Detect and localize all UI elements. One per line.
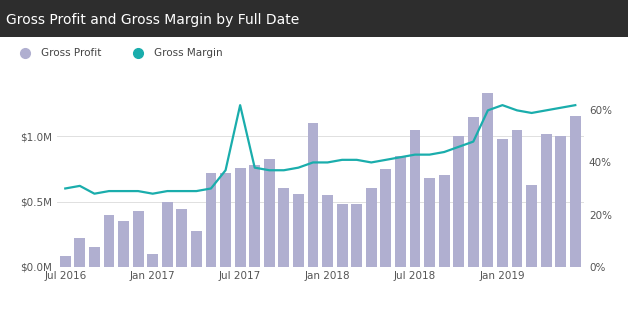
- Bar: [293, 194, 304, 267]
- Bar: [74, 238, 85, 267]
- Bar: [147, 254, 158, 267]
- Bar: [104, 215, 114, 267]
- Bar: [308, 123, 318, 267]
- Text: Gross Profit: Gross Profit: [41, 48, 101, 58]
- Bar: [264, 158, 274, 267]
- Bar: [468, 117, 479, 267]
- Bar: [205, 173, 217, 267]
- Bar: [497, 139, 508, 267]
- Bar: [512, 130, 522, 267]
- Bar: [191, 232, 202, 267]
- Bar: [395, 156, 406, 267]
- Bar: [220, 173, 231, 267]
- Bar: [555, 136, 566, 267]
- Bar: [176, 209, 187, 267]
- Bar: [118, 221, 129, 267]
- Text: Gross Margin: Gross Margin: [154, 48, 222, 58]
- Bar: [526, 184, 537, 267]
- Bar: [439, 175, 450, 267]
- Bar: [541, 134, 551, 267]
- Bar: [278, 188, 290, 267]
- Bar: [482, 93, 494, 267]
- Bar: [453, 136, 464, 267]
- Bar: [409, 130, 421, 267]
- Text: Gross Profit and Gross Margin by Full Date: Gross Profit and Gross Margin by Full Da…: [6, 13, 300, 28]
- Bar: [235, 168, 246, 267]
- Bar: [162, 202, 173, 267]
- Bar: [89, 247, 100, 267]
- Bar: [249, 165, 260, 267]
- Bar: [381, 169, 391, 267]
- Bar: [60, 256, 71, 267]
- Bar: [133, 210, 144, 267]
- Bar: [322, 195, 333, 267]
- Bar: [351, 204, 362, 267]
- Bar: [337, 204, 348, 267]
- Bar: [424, 178, 435, 267]
- Bar: [570, 116, 581, 267]
- Bar: [366, 188, 377, 267]
